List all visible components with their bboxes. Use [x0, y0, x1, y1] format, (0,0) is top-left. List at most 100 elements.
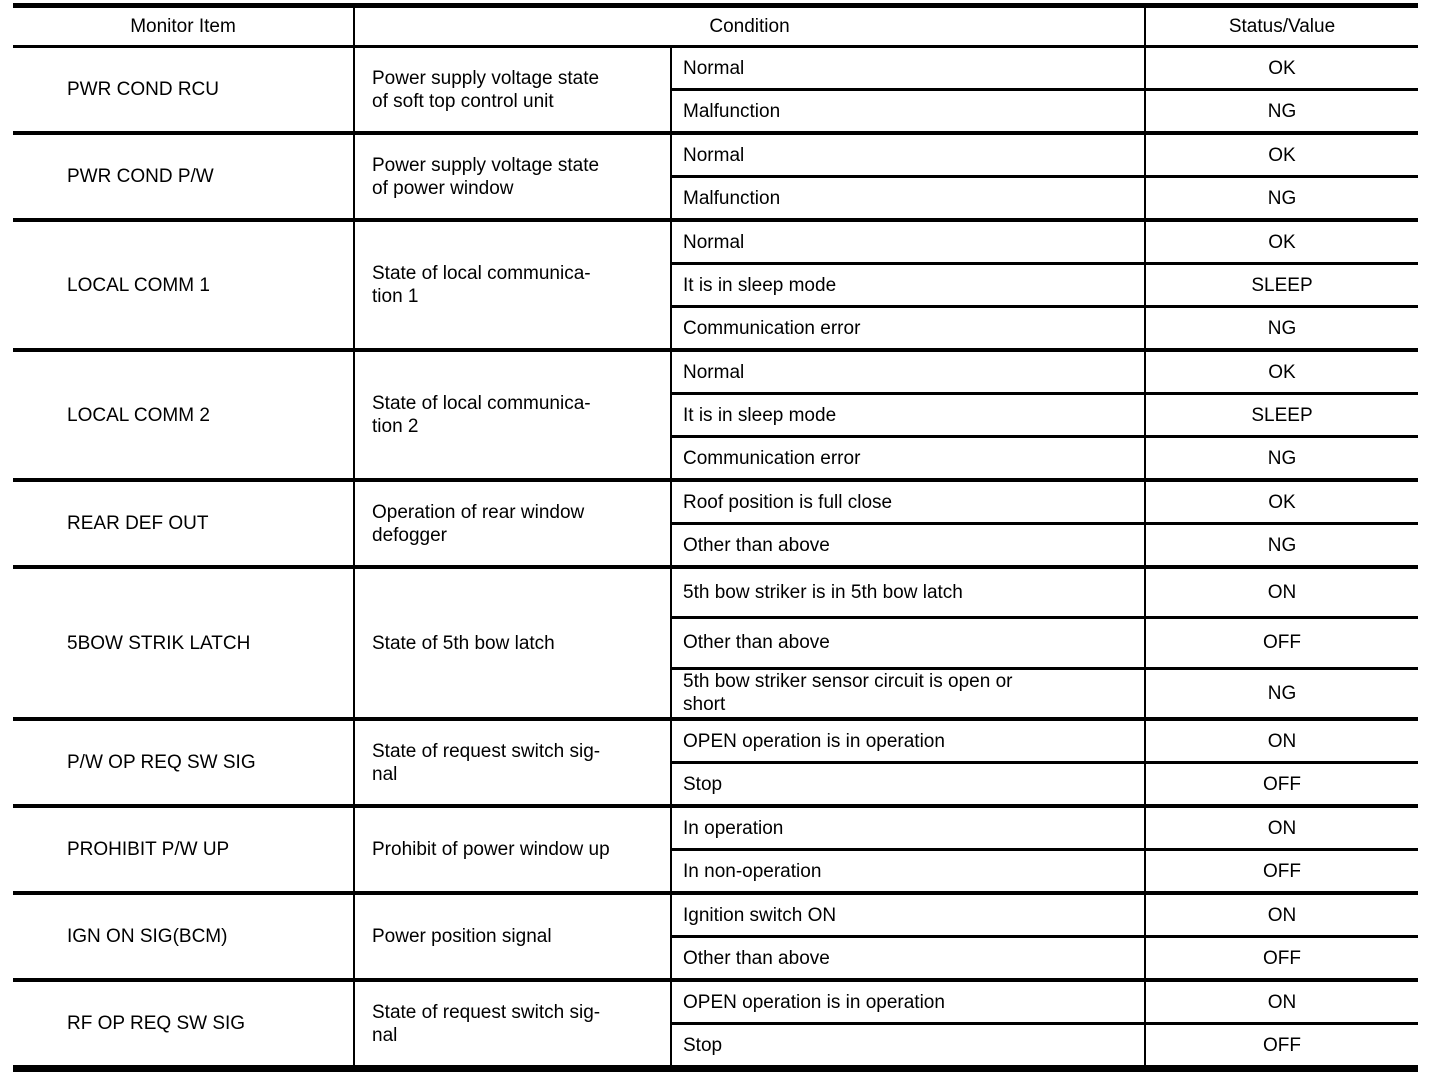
status-value-cell: NG [1267, 682, 1297, 704]
condition-description-cell: State of request switch sig- nal [355, 982, 672, 1065]
status-value-cell: SLEEP [1251, 274, 1313, 296]
status-value-cell: ON [1267, 582, 1297, 604]
status-value-cell: OFF [1263, 1034, 1301, 1056]
condition-description-cell: Prohibit of power window up [355, 808, 672, 891]
condition-cell: In non-operation [672, 851, 1146, 891]
condition-cell: 5th bow striker sensor circuit is open o… [672, 669, 1146, 717]
condition-row: Communication error NG [672, 435, 1418, 478]
monitor-item-table: Monitor Item Condition Status/Value PWR … [13, 3, 1418, 1072]
condition-cell: Roof position is full close [672, 482, 1146, 522]
status-value-cell: OK [1268, 361, 1296, 383]
status-value-cell: ON [1267, 991, 1297, 1013]
condition-row: Normal OK [672, 222, 1418, 262]
condition-group: Normal OK It is in sleep mode SLEEP Comm… [672, 222, 1418, 348]
condition-group: Roof position is full close OK Other tha… [672, 482, 1418, 565]
condition-cell: Normal [672, 352, 1146, 392]
condition-cell: Other than above [672, 525, 1146, 565]
condition-description-cell: Operation of rear window defogger [355, 482, 672, 565]
condition-row: 5th bow striker is in 5th bow latch ON [672, 569, 1418, 617]
status-value-cell: OFF [1263, 632, 1301, 654]
condition-description-cell: State of request switch sig- nal [355, 721, 672, 804]
status-value-cell: ON [1267, 904, 1297, 926]
status-value-cell: NG [1267, 447, 1297, 469]
status-value-cell: NG [1267, 100, 1297, 122]
condition-cell: OPEN operation is in operation [672, 982, 1146, 1022]
table-row: RF OP REQ SW SIG State of request switch… [13, 978, 1418, 1065]
status-value-cell: NG [1267, 187, 1297, 209]
condition-cell: Normal [672, 222, 1146, 262]
condition-cell: In operation [672, 808, 1146, 848]
header-condition: Condition [355, 8, 1146, 45]
condition-description-cell: Power supply voltage state of power wind… [355, 135, 672, 218]
status-value-cell: ON [1267, 817, 1297, 839]
condition-group: Ignition switch ON ON Other than above O… [672, 895, 1418, 978]
status-value-cell: OFF [1263, 773, 1301, 795]
condition-row: Other than above NG [672, 522, 1418, 565]
status-value-cell: SLEEP [1251, 404, 1313, 426]
monitor-item-cell: LOCAL COMM 2 [13, 352, 355, 478]
status-value-cell: ON [1267, 730, 1297, 752]
monitor-item-cell: IGN ON SIG(BCM) [13, 895, 355, 978]
condition-row: Communication error NG [672, 305, 1418, 348]
header-monitor-item: Monitor Item [13, 8, 355, 45]
condition-cell: Communication error [672, 438, 1146, 478]
monitor-item-cell: PWR COND P/W [13, 135, 355, 218]
condition-cell: OPEN operation is in operation [672, 721, 1146, 761]
condition-row: Normal OK [672, 135, 1418, 175]
condition-cell: Ignition switch ON [672, 895, 1146, 935]
monitor-item-cell: PROHIBIT P/W UP [13, 808, 355, 891]
monitor-item-cell: REAR DEF OUT [13, 482, 355, 565]
condition-cell: It is in sleep mode [672, 265, 1146, 305]
condition-description-cell: Power supply voltage state of soft top c… [355, 48, 672, 131]
condition-row: In non-operation OFF [672, 848, 1418, 891]
condition-cell: Malfunction [672, 91, 1146, 131]
condition-group: Normal OK It is in sleep mode SLEEP Comm… [672, 352, 1418, 478]
condition-row: Normal OK [672, 352, 1418, 392]
monitor-item-cell: P/W OP REQ SW SIG [13, 721, 355, 804]
condition-cell: Communication error [672, 308, 1146, 348]
condition-row: It is in sleep mode SLEEP [672, 262, 1418, 305]
status-value-cell: OK [1268, 144, 1296, 166]
table-row: PROHIBIT P/W UP Prohibit of power window… [13, 804, 1418, 891]
condition-row: OPEN operation is in operation ON [672, 982, 1418, 1022]
condition-cell: It is in sleep mode [672, 395, 1146, 435]
status-value-cell: OK [1268, 57, 1296, 79]
condition-cell: 5th bow striker is in 5th bow latch [672, 569, 1146, 617]
condition-cell: Normal [672, 135, 1146, 175]
monitor-item-cell: PWR COND RCU [13, 48, 355, 131]
condition-cell: Stop [672, 764, 1146, 804]
condition-row: It is in sleep mode SLEEP [672, 392, 1418, 435]
monitor-item-cell: RF OP REQ SW SIG [13, 982, 355, 1065]
condition-row: Malfunction NG [672, 175, 1418, 218]
condition-cell: Other than above [672, 619, 1146, 667]
condition-description-cell: State of local communica- tion 2 [355, 352, 672, 478]
condition-description-cell: State of 5th bow latch [355, 569, 672, 717]
condition-group: OPEN operation is in operation ON Stop O… [672, 982, 1418, 1065]
condition-group: OPEN operation is in operation ON Stop O… [672, 721, 1418, 804]
table-row: 5BOW STRIK LATCH State of 5th bow latch … [13, 565, 1418, 717]
table-row: PWR COND P/W Power supply voltage state … [13, 131, 1418, 218]
table-header-row: Monitor Item Condition Status/Value [13, 8, 1418, 48]
monitor-item-cell: LOCAL COMM 1 [13, 222, 355, 348]
condition-row: Ignition switch ON ON [672, 895, 1418, 935]
condition-description-cell: State of local communica- tion 1 [355, 222, 672, 348]
condition-row: Stop OFF [672, 1022, 1418, 1065]
monitor-item-cell: 5BOW STRIK LATCH [13, 569, 355, 717]
table-row: IGN ON SIG(BCM) Power position signal Ig… [13, 891, 1418, 978]
condition-group: 5th bow striker is in 5th bow latch ON O… [672, 569, 1418, 717]
status-value-cell: NG [1267, 317, 1297, 339]
condition-group: In operation ON In non-operation OFF [672, 808, 1418, 891]
condition-group: Normal OK Malfunction NG [672, 135, 1418, 218]
condition-cell: Malfunction [672, 178, 1146, 218]
header-status-value: Status/Value [1228, 16, 1336, 37]
condition-row: Malfunction NG [672, 88, 1418, 131]
condition-row: Roof position is full close OK [672, 482, 1418, 522]
status-value-cell: OK [1268, 231, 1296, 253]
table-body: PWR COND RCU Power supply voltage state … [13, 48, 1418, 1065]
condition-cell: Stop [672, 1025, 1146, 1065]
table-row: LOCAL COMM 1 State of local communica- t… [13, 218, 1418, 348]
status-value-cell: OFF [1263, 860, 1301, 882]
condition-row: In operation ON [672, 808, 1418, 848]
table-row: P/W OP REQ SW SIG State of request switc… [13, 717, 1418, 804]
